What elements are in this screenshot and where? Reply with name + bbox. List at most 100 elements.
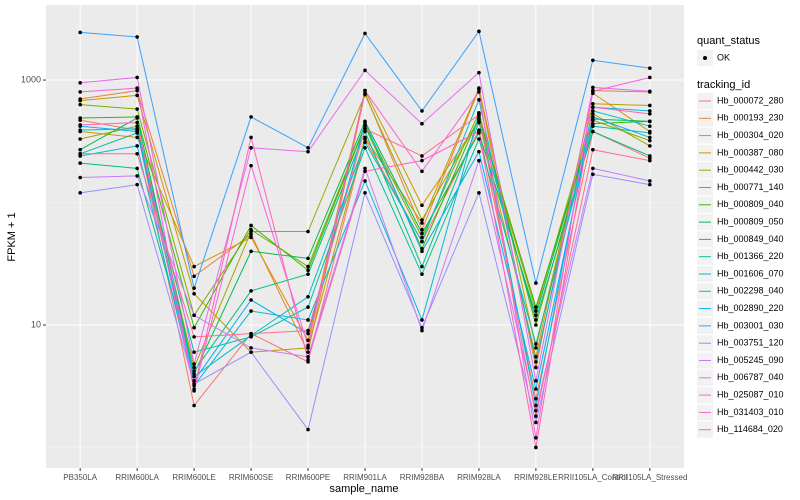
- point: [420, 264, 424, 269]
- x-tick-label: RRIM600SE: [229, 473, 273, 482]
- point: [591, 129, 595, 134]
- point: [192, 403, 196, 408]
- legend-label: Hb_114684_020: [717, 424, 783, 434]
- x-tick-label: RRIM928LE: [514, 473, 558, 482]
- point: [363, 88, 367, 93]
- point: [591, 112, 595, 116]
- legend-label: Hb_000304_020: [717, 130, 784, 140]
- point: [591, 115, 595, 119]
- legend-label: Hb_000809_050: [717, 216, 784, 226]
- point: [306, 145, 310, 150]
- legend-label: Hb_000771_140: [717, 182, 784, 192]
- point: [135, 75, 139, 80]
- point: [192, 313, 196, 318]
- point: [78, 30, 82, 35]
- point: [306, 229, 310, 234]
- point: [534, 396, 538, 401]
- point: [534, 355, 538, 359]
- point: [78, 175, 82, 180]
- point: [363, 124, 367, 128]
- point: [591, 166, 595, 171]
- legend-title: tracking_id: [697, 79, 750, 91]
- point: [591, 172, 595, 177]
- point: [135, 126, 139, 131]
- point: [534, 414, 538, 419]
- x-tick-label: RRIM600LE: [172, 473, 216, 482]
- point: [306, 264, 310, 269]
- point: [534, 379, 538, 383]
- x-tick-label: RRIM600PE: [286, 473, 330, 482]
- point: [78, 137, 82, 141]
- point: [192, 382, 196, 386]
- point: [249, 289, 253, 293]
- legend-label: Hb_000193_230: [717, 113, 784, 123]
- point: [420, 218, 424, 222]
- point: [420, 158, 424, 163]
- legend-point: [703, 56, 707, 60]
- point: [192, 286, 196, 290]
- point: [591, 147, 595, 152]
- point: [591, 89, 595, 94]
- point: [306, 272, 310, 276]
- point: [306, 318, 310, 322]
- point: [477, 70, 481, 75]
- point: [477, 86, 481, 90]
- point: [363, 129, 367, 134]
- point: [648, 138, 652, 143]
- point: [135, 135, 139, 140]
- point: [420, 328, 424, 333]
- point: [135, 116, 139, 120]
- point: [192, 362, 196, 366]
- point: [306, 294, 310, 299]
- point: [591, 58, 595, 63]
- point: [477, 191, 481, 195]
- point: [648, 66, 652, 70]
- point: [648, 182, 652, 187]
- point: [534, 420, 538, 425]
- point: [249, 346, 253, 350]
- point: [420, 272, 424, 276]
- point: [534, 360, 538, 364]
- point: [591, 101, 595, 106]
- point: [591, 85, 595, 90]
- point: [477, 97, 481, 102]
- point: [78, 90, 82, 94]
- point: [78, 80, 82, 85]
- point: [363, 166, 367, 171]
- point: [591, 109, 595, 113]
- point: [78, 191, 82, 195]
- legend-label: Hb_003001_030: [717, 320, 784, 330]
- point: [648, 112, 652, 116]
- point: [135, 144, 139, 148]
- point: [306, 256, 310, 261]
- point: [363, 92, 367, 97]
- point: [591, 121, 595, 126]
- point: [306, 149, 310, 154]
- point: [363, 31, 367, 36]
- x-tick-label: RRIM600LA: [115, 473, 159, 482]
- point: [534, 323, 538, 327]
- point: [648, 135, 652, 140]
- point: [477, 149, 481, 154]
- point: [192, 379, 196, 383]
- point: [648, 154, 652, 158]
- point: [477, 137, 481, 141]
- x-tick-label: RRII105LA_Stressed: [612, 473, 687, 482]
- point: [477, 129, 481, 134]
- legend-label: Hb_025087_010: [717, 389, 784, 399]
- point: [534, 346, 538, 350]
- point: [306, 338, 310, 343]
- point: [591, 105, 595, 110]
- point: [306, 355, 310, 359]
- point: [306, 350, 310, 354]
- point: [534, 281, 538, 285]
- point: [78, 123, 82, 127]
- point: [534, 403, 538, 408]
- legend-label: Hb_002890_220: [717, 303, 784, 313]
- point: [249, 331, 253, 336]
- point: [135, 35, 139, 39]
- point: [306, 331, 310, 336]
- point: [648, 131, 652, 135]
- legend-label: Hb_005245_090: [717, 355, 784, 365]
